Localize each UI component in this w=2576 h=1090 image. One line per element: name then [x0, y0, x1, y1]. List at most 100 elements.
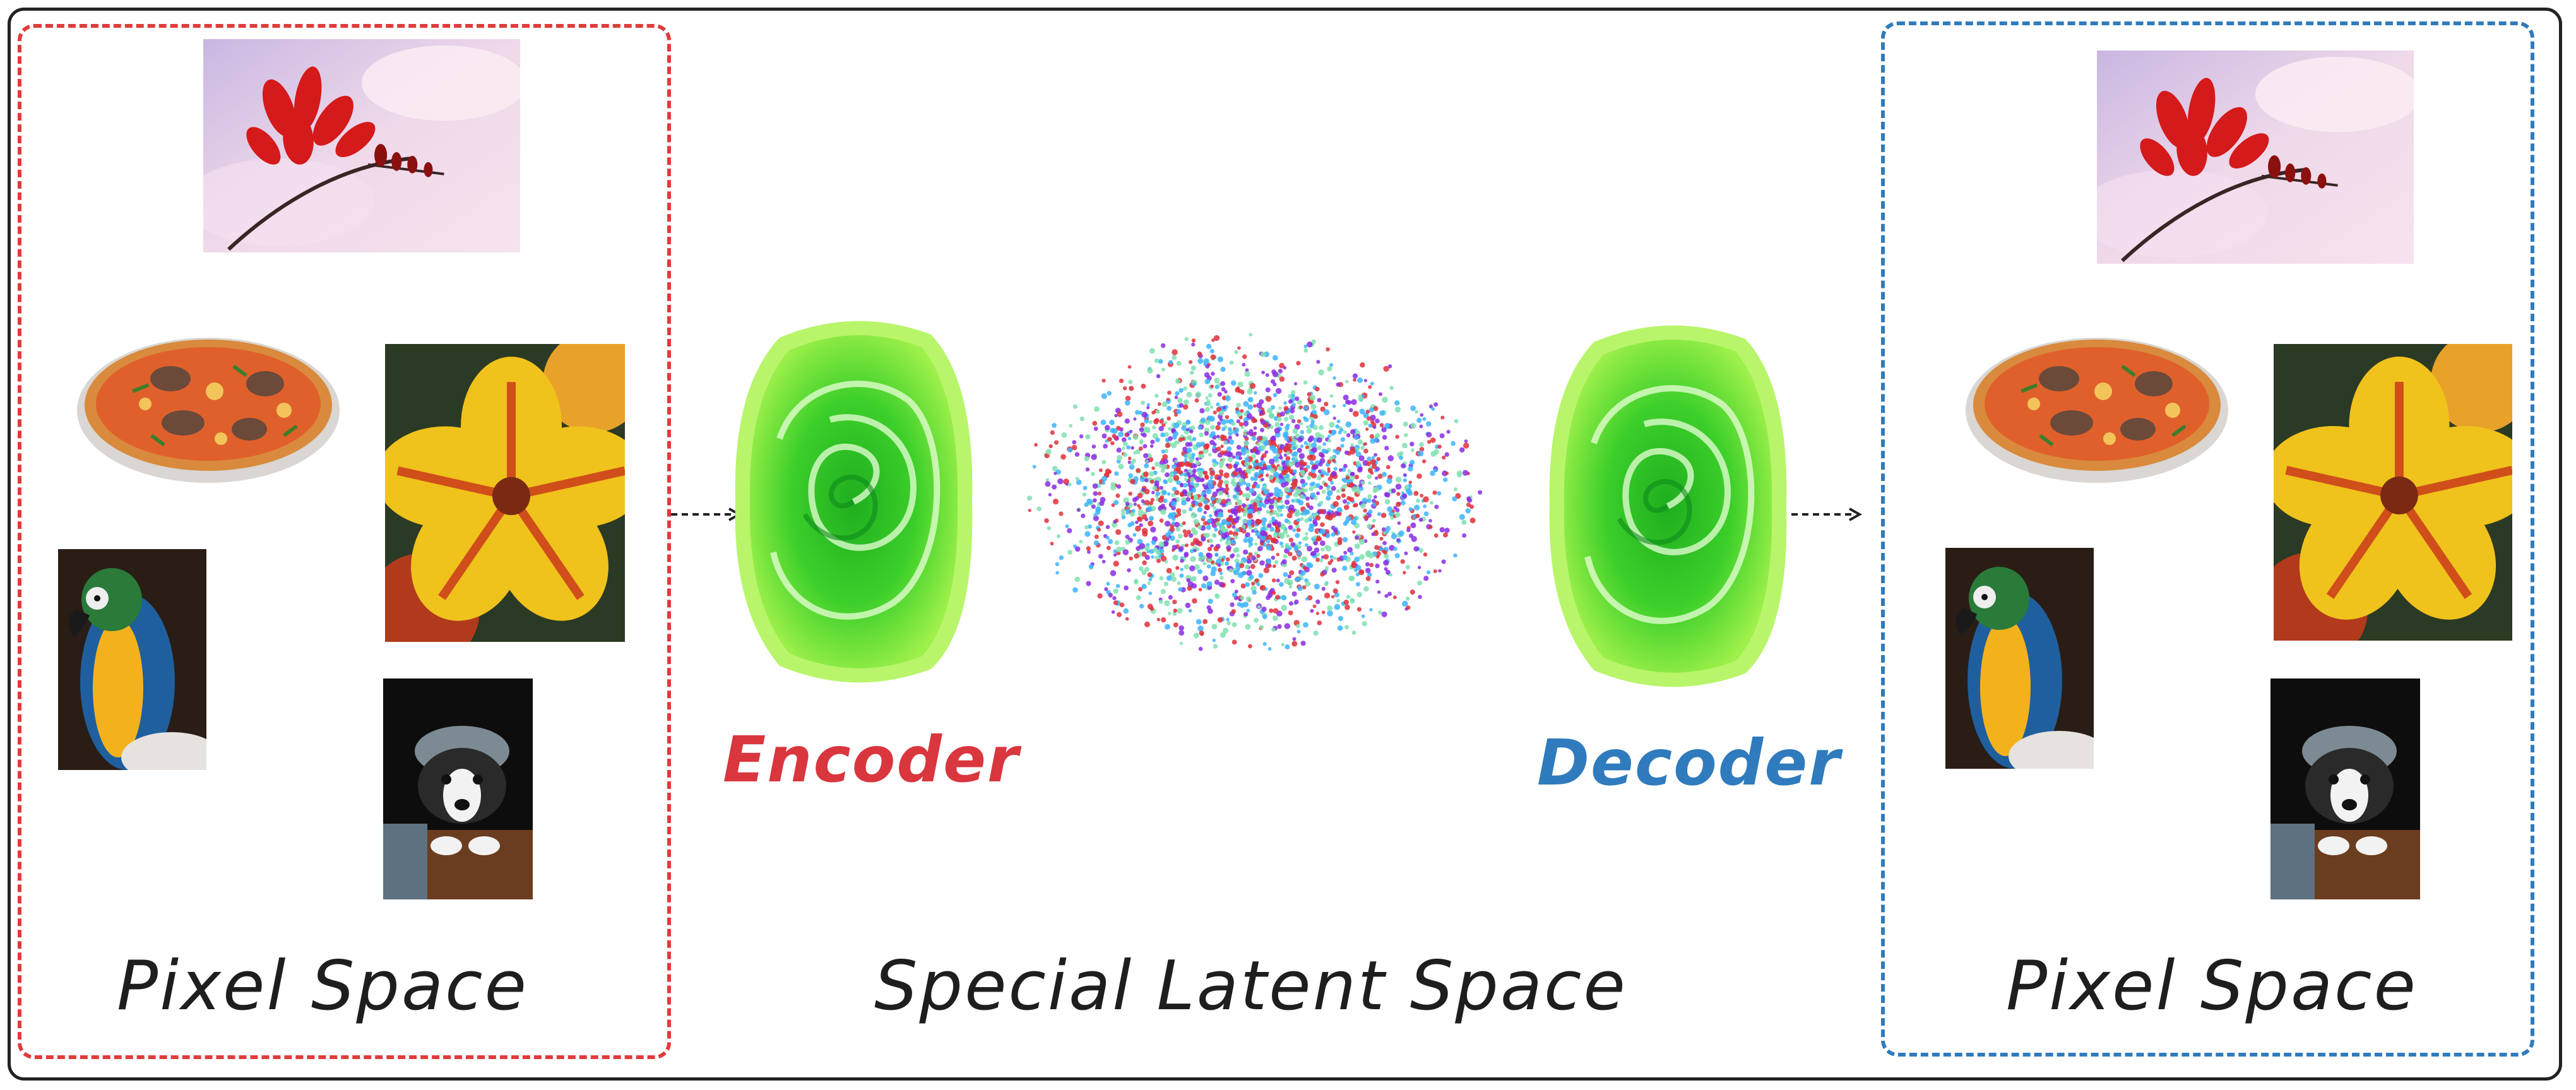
latent-point	[1150, 439, 1155, 444]
latent-point	[1204, 504, 1210, 511]
latent-point	[1395, 477, 1402, 483]
latent-point	[1389, 386, 1394, 390]
latent-point	[1430, 501, 1433, 505]
latent-point	[1284, 487, 1290, 493]
latent-point	[1259, 502, 1264, 507]
latent-point	[1381, 427, 1387, 432]
latent-point	[1367, 572, 1372, 578]
latent-point	[1265, 473, 1269, 477]
latent-point	[1292, 528, 1297, 532]
latent-point	[1419, 442, 1424, 447]
latent-point	[1146, 403, 1150, 406]
latent-point	[1423, 576, 1429, 581]
latent-point	[1257, 605, 1261, 609]
latent-point	[1238, 477, 1244, 483]
latent-point	[1216, 559, 1222, 565]
latent-point	[1286, 512, 1293, 519]
latent-point	[1404, 551, 1408, 555]
latent-point	[1260, 457, 1264, 461]
latent-point	[1410, 459, 1415, 465]
latent-point	[1266, 539, 1270, 543]
latent-point	[1185, 602, 1191, 608]
latent-point	[1154, 418, 1160, 423]
latent-point	[1316, 491, 1320, 495]
latent-point	[1174, 521, 1180, 528]
latent-point	[1303, 348, 1309, 353]
latent-point	[1145, 459, 1149, 463]
latent-point	[1278, 582, 1284, 587]
latent-point	[1184, 337, 1189, 341]
latent-point	[1232, 531, 1238, 537]
latent-point	[1408, 466, 1413, 471]
latent-point	[1337, 540, 1343, 545]
latent-point	[1259, 625, 1264, 630]
latent-point	[1416, 417, 1422, 424]
latent-point	[1295, 524, 1300, 529]
latent-point	[1345, 379, 1349, 384]
latent-point	[1373, 406, 1379, 412]
latent-point	[1262, 642, 1267, 646]
latent-point	[1370, 415, 1376, 421]
latent-point	[1059, 555, 1064, 560]
latent-point	[1250, 586, 1257, 592]
latent-point	[1388, 511, 1394, 516]
latent-point	[1133, 417, 1137, 421]
latent-point	[1190, 425, 1196, 430]
latent-point	[1156, 374, 1161, 379]
latent-point	[1310, 492, 1316, 499]
latent-point	[1190, 477, 1195, 482]
latent-point	[1123, 386, 1127, 391]
latent-point	[1434, 504, 1439, 509]
latent-point	[1284, 518, 1289, 523]
latent-point	[1210, 544, 1214, 548]
latent-point	[1142, 531, 1148, 537]
latent-point	[1191, 576, 1197, 582]
latent-point	[1072, 587, 1078, 593]
latent-point	[1276, 453, 1280, 458]
latent-point	[1125, 540, 1131, 545]
latent-point	[1309, 454, 1314, 459]
latent-point	[1385, 492, 1391, 498]
latent-point	[1141, 584, 1147, 589]
latent-point	[1383, 365, 1389, 372]
latent-point	[1147, 368, 1153, 374]
latent-point	[1168, 436, 1173, 441]
latent-point	[1176, 480, 1181, 485]
latent-point	[1135, 525, 1141, 532]
latent-point	[1210, 354, 1216, 360]
latent-point	[1206, 343, 1212, 349]
latent-point	[1222, 627, 1229, 634]
latent-point	[1107, 391, 1112, 396]
latent-point	[1351, 486, 1358, 492]
latent-point	[1205, 533, 1210, 538]
latent-point	[1128, 379, 1133, 384]
latent-point	[1246, 410, 1250, 414]
latent-point	[1247, 539, 1252, 544]
latent-point	[1236, 554, 1240, 558]
latent-point	[1092, 498, 1097, 503]
latent-point	[1141, 570, 1147, 576]
pixel-space-left-box	[18, 24, 671, 1059]
latent-point	[1217, 511, 1223, 518]
latent-point	[1312, 485, 1317, 489]
latent-point	[1190, 542, 1195, 547]
latent-point	[1138, 587, 1143, 592]
latent-point	[1118, 463, 1124, 470]
latent-point	[1465, 508, 1471, 514]
latent-point	[1242, 518, 1248, 524]
latent-point	[1403, 473, 1407, 477]
latent-point	[1316, 437, 1322, 443]
latent-point	[1172, 554, 1178, 561]
latent-point	[1431, 407, 1435, 411]
latent-point	[1191, 342, 1196, 347]
latent-point	[1243, 538, 1249, 543]
latent-point	[1232, 592, 1237, 598]
latent-point	[1295, 533, 1300, 538]
latent-point	[1101, 393, 1107, 400]
latent-point	[1247, 523, 1251, 526]
latent-point	[1297, 499, 1301, 504]
latent-point	[1404, 484, 1409, 490]
latent-point	[1375, 579, 1380, 584]
pixel-space-right-label: Pixel Space	[2006, 947, 2418, 1026]
latent-point	[1365, 562, 1370, 567]
